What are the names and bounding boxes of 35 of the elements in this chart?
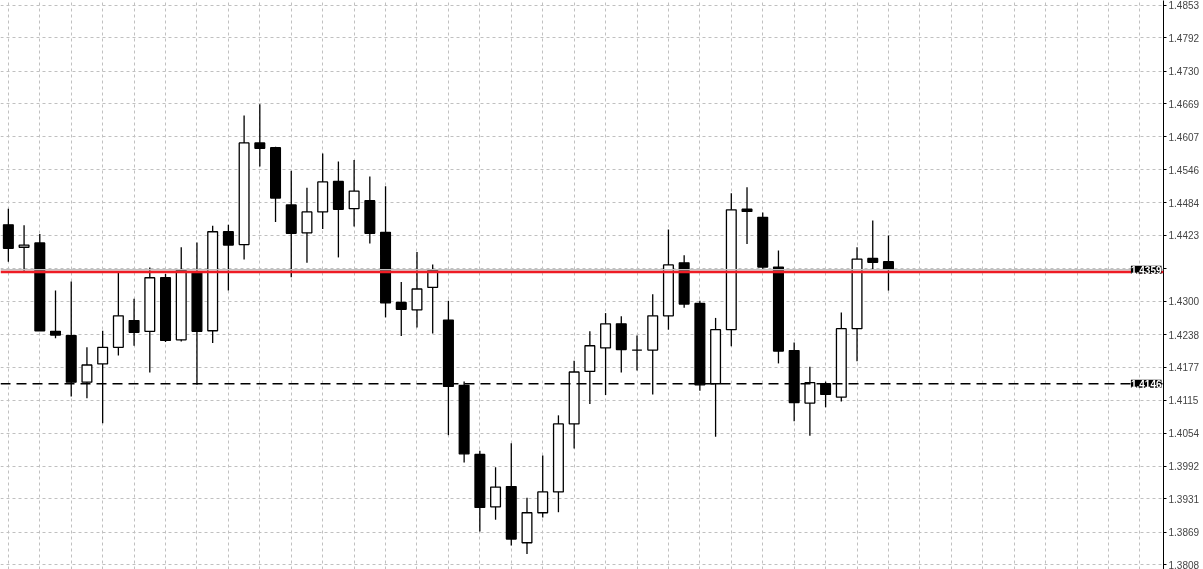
- y-tick-label: 1.4423: [1168, 230, 1200, 242]
- y-tick-label: 1.3931: [1168, 493, 1200, 505]
- y-tick-label: 1.4054: [1168, 428, 1200, 439]
- y-tick-label: 1.4238: [1168, 329, 1200, 341]
- candlestick: [395, 281, 407, 337]
- ref-line-label: 1.4359: [1130, 264, 1162, 276]
- candlestick: [49, 289, 62, 339]
- candlestick: [867, 219, 879, 271]
- y-tick-label: 1.4300: [1168, 296, 1200, 308]
- y-tick-label: 1.4669: [1168, 98, 1200, 110]
- candlestick: [2, 208, 14, 263]
- candlestick: [222, 224, 234, 292]
- candlestick: [128, 298, 140, 347]
- candlestick: [18, 224, 30, 274]
- candlestick: [411, 251, 423, 329]
- y-tick-label: 1.4177: [1168, 362, 1200, 374]
- y-tick-label: 1.4853: [1168, 0, 1200, 12]
- y-tick-label: 1.4792: [1168, 32, 1200, 44]
- y-tick-label: 1.4546: [1168, 164, 1200, 176]
- candlestick: [537, 454, 549, 519]
- y-tick-label: 1.4115: [1168, 395, 1199, 407]
- y-tick-label: 1.4607: [1168, 132, 1200, 143]
- candlestick: [631, 334, 643, 372]
- candlestick: [254, 103, 266, 168]
- candlestick: [882, 234, 894, 292]
- y-tick-label: 1.3992: [1168, 461, 1200, 473]
- candlestick: [301, 187, 313, 264]
- candlestick: [490, 466, 502, 521]
- y-tick-label: 1.3808: [1168, 559, 1200, 569]
- y-tick-label: 1.4484: [1168, 197, 1200, 209]
- candlestick: [348, 159, 360, 228]
- y-tick-label: 1.4730: [1168, 66, 1200, 78]
- y-tick-label: 1.3869: [1168, 527, 1200, 539]
- ref-line-label: 1.4146: [1130, 378, 1162, 390]
- candlestick: [741, 186, 753, 245]
